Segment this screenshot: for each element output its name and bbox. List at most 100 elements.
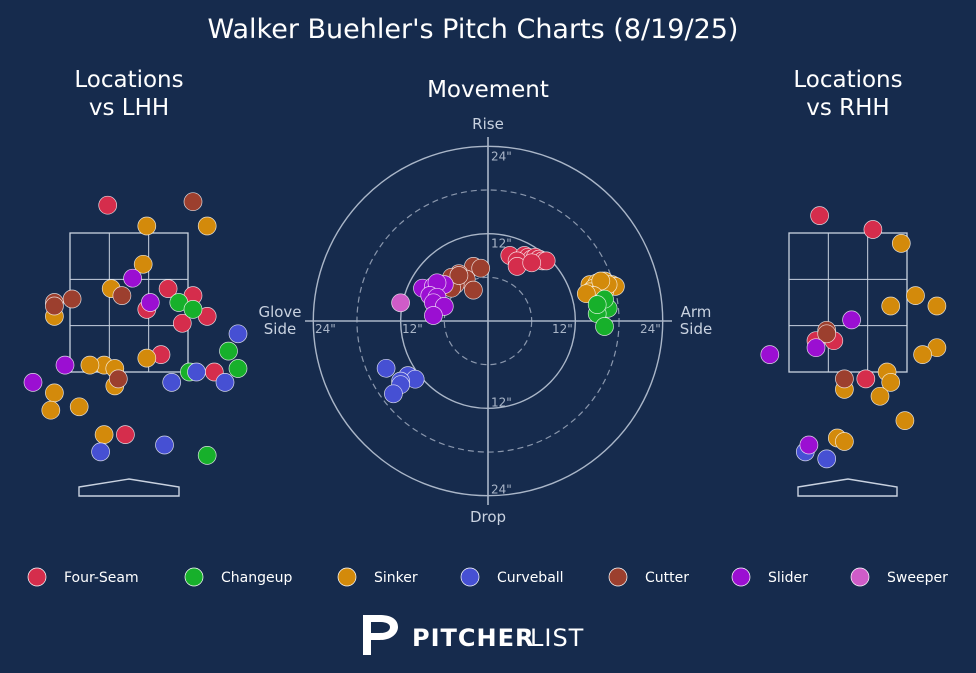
lhh-point-sinker xyxy=(133,254,153,274)
movement-point-sweeper xyxy=(391,293,410,313)
rhh-point-sinker xyxy=(895,411,915,430)
lhh-point-curveball xyxy=(91,442,110,462)
rhh-point-cutter xyxy=(817,324,837,344)
lhh-point-slider xyxy=(55,355,75,375)
lhh-point-four-seam xyxy=(98,195,118,215)
lhh-point-cutter xyxy=(112,286,132,305)
lhh-point-cutter xyxy=(45,296,64,316)
lhh-title-line1: Locations xyxy=(74,67,183,93)
lhh-point-cutter xyxy=(108,369,128,389)
brand-text-light: LIST xyxy=(530,624,584,652)
lhh-point-slider xyxy=(23,373,43,392)
brand-text-bold: PITCHER xyxy=(412,624,534,652)
legend-item-curveball: Curveball xyxy=(460,567,564,587)
brand-logo: PITCHER LIST xyxy=(363,615,584,655)
lhh-point-cutter xyxy=(183,192,203,212)
rhh-title-line1: Locations xyxy=(793,67,902,93)
lhh-point-curveball xyxy=(215,373,235,392)
legend-marker-curveball xyxy=(460,567,480,587)
legend-label-sweeper: Sweeper xyxy=(887,570,948,586)
rhh-point-curveball xyxy=(817,449,837,469)
movement-point-curveball xyxy=(384,384,403,404)
lhh-point-sinker xyxy=(197,216,217,236)
lhh-point-four-seam xyxy=(158,279,178,298)
movement-point-cutter xyxy=(471,258,491,278)
rhh-point-slider xyxy=(799,435,819,455)
lhh-point-curveball xyxy=(155,435,174,455)
lhh-pitch-points xyxy=(23,192,248,465)
movement-point-curveball xyxy=(376,358,396,378)
legend-item-sweeper: Sweeper xyxy=(850,567,948,587)
legend-marker-changeup xyxy=(184,567,204,587)
chart-title: Walker Buehler's Pitch Charts (8/19/25) xyxy=(208,14,739,45)
movement-panel: Movement 24"12"12"24"24" 12" 12" 24" Rise D… xyxy=(258,77,712,526)
movement-label-drop: Drop xyxy=(470,508,506,526)
pitcherlist-logo-icon xyxy=(363,615,398,655)
locations-vs-lhh-panel: Locations vs LHH xyxy=(23,67,248,497)
movement-point-changeup xyxy=(587,295,607,314)
rhh-point-four-seam xyxy=(810,206,829,225)
legend-marker-cutter xyxy=(608,567,628,587)
movement-ring-label: 12" xyxy=(491,395,512,409)
movement-title: Movement xyxy=(427,77,549,103)
lhh-home-plate xyxy=(78,478,180,497)
legend-item-changeup: Changeup xyxy=(184,567,292,587)
lhh-point-sinker xyxy=(94,425,114,444)
movement-ring-label: 24" xyxy=(640,322,661,336)
legend-item-cutter: Cutter xyxy=(608,567,689,587)
lhh-point-changeup xyxy=(219,341,238,361)
lhh-point-sinker xyxy=(137,216,157,236)
rhh-point-sinker xyxy=(906,286,925,305)
legend-item-sinker: Sinker xyxy=(337,567,418,587)
rhh-point-slider xyxy=(760,345,780,364)
lhh-point-sinker xyxy=(69,397,89,417)
legend-label-cutter: Cutter xyxy=(645,570,689,586)
legend-marker-slider xyxy=(731,567,751,587)
movement-point-four-seam xyxy=(522,253,542,273)
lhh-point-cutter xyxy=(62,289,82,309)
movement-pitch-points xyxy=(376,246,625,404)
rhh-point-sinker xyxy=(881,296,901,316)
rhh-point-sinker xyxy=(913,345,932,364)
lhh-point-sinker xyxy=(137,348,157,368)
movement-label-glove-side-line1: Glove xyxy=(258,303,301,321)
rhh-point-slider xyxy=(842,310,861,330)
lhh-point-changeup xyxy=(183,300,203,319)
movement-label-glove-side-line2: Side xyxy=(264,320,296,338)
lhh-point-changeup xyxy=(197,446,217,465)
movement-point-changeup xyxy=(595,317,614,336)
rhh-title-line2: vs RHH xyxy=(806,95,889,121)
movement-ring-label: 12" xyxy=(402,322,423,336)
lhh-point-curveball xyxy=(228,324,248,344)
lhh-point-sinker xyxy=(80,355,100,375)
movement-point-cutter xyxy=(464,280,483,300)
rhh-point-sinker xyxy=(927,296,947,316)
rhh-pitch-points xyxy=(760,206,947,469)
movement-label-arm-side-line2: Side xyxy=(680,320,712,338)
movement-ring-label: 24" xyxy=(315,322,336,336)
movement-ring-label: 24" xyxy=(491,149,512,163)
movement-point-slider xyxy=(424,306,443,325)
rhh-point-cutter xyxy=(835,369,854,389)
legend-label-sinker: Sinker xyxy=(374,570,418,586)
lhh-point-four-seam xyxy=(172,313,192,333)
movement-grid: 24"12"12"24"24" 12" 12" 24" xyxy=(305,137,672,505)
rhh-point-sinker xyxy=(891,234,911,253)
lhh-point-sinker xyxy=(41,400,61,420)
legend-label-curveball: Curveball xyxy=(497,570,564,586)
lhh-point-sinker xyxy=(45,383,64,403)
legend-marker-sinker xyxy=(337,567,357,587)
lhh-point-four-seam xyxy=(116,425,135,444)
rhh-point-sinker xyxy=(881,373,901,392)
movement-label-arm-side-line1: Arm xyxy=(681,303,712,321)
lhh-point-curveball xyxy=(187,362,206,382)
lhh-point-changeup xyxy=(228,359,248,378)
lhh-point-slider xyxy=(140,293,160,312)
rhh-point-four-seam xyxy=(856,369,876,389)
legend-marker-sweeper xyxy=(850,567,870,587)
movement-label-rise: Rise xyxy=(472,115,504,133)
legend-item-slider: Slider xyxy=(731,567,808,587)
legend-item-four-seam: Four-Seam xyxy=(27,567,139,587)
rhh-home-plate xyxy=(797,478,898,497)
legend-marker-four-seam xyxy=(27,567,47,587)
